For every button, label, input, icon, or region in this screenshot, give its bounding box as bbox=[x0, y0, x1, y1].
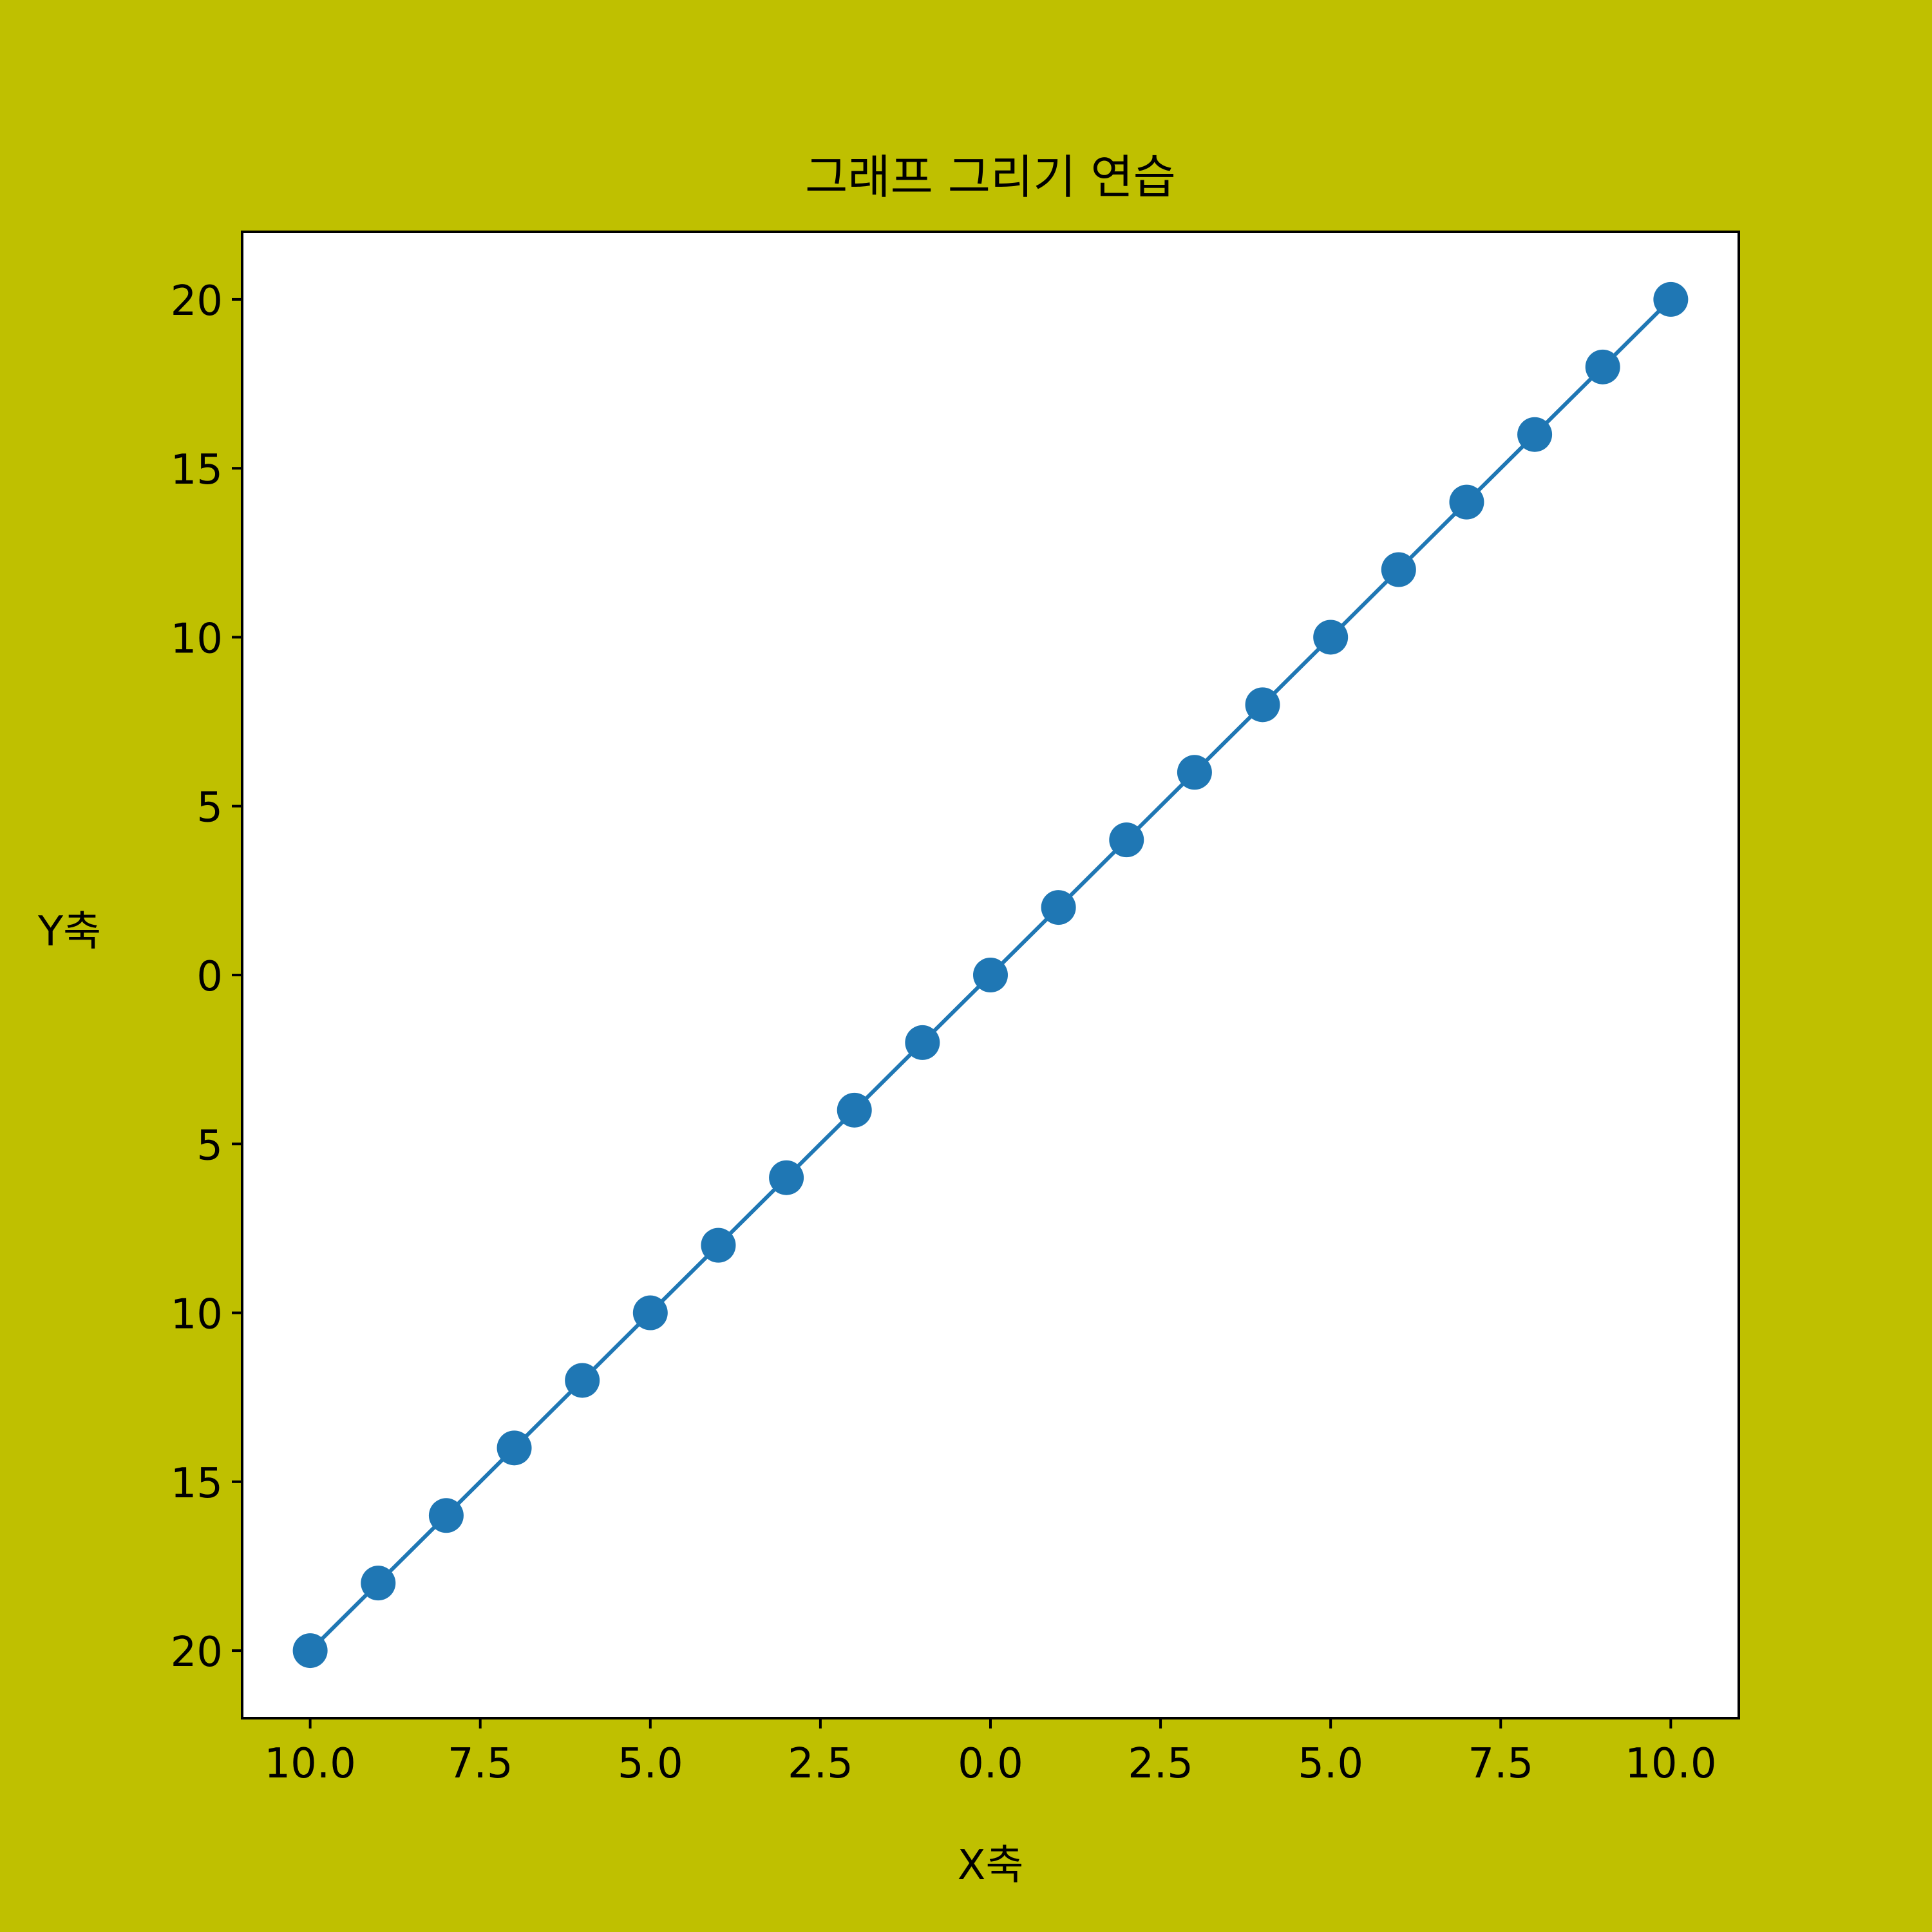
y-tick-label: 20 bbox=[171, 1629, 223, 1676]
data-point bbox=[905, 1025, 940, 1060]
data-point bbox=[632, 1295, 668, 1331]
x-axis-label: X축 bbox=[958, 1842, 1024, 1889]
data-point bbox=[769, 1160, 804, 1195]
x-tick-label: 7.5 bbox=[1468, 1740, 1533, 1788]
y-tick-label: 10 bbox=[171, 615, 223, 663]
x-tick-label: 2.5 bbox=[788, 1740, 853, 1788]
data-point bbox=[1381, 552, 1416, 587]
data-point bbox=[1109, 822, 1144, 858]
x-tick-label: 7.5 bbox=[448, 1740, 513, 1788]
data-point bbox=[565, 1363, 600, 1398]
x-tick-label: 10.0 bbox=[264, 1740, 356, 1788]
y-tick-label: 15 bbox=[171, 446, 223, 494]
data-point bbox=[701, 1227, 736, 1263]
y-tick-label: 5 bbox=[196, 1122, 223, 1170]
data-point bbox=[1245, 687, 1280, 723]
data-point bbox=[361, 1566, 396, 1601]
x-tick-label: 5.0 bbox=[618, 1740, 683, 1788]
x-tick-label: 0.0 bbox=[958, 1740, 1023, 1788]
data-point bbox=[1585, 349, 1620, 384]
data-point bbox=[1517, 417, 1553, 452]
data-point bbox=[1177, 755, 1212, 790]
y-tick-label: 10 bbox=[171, 1291, 223, 1339]
x-tick-label: 2.5 bbox=[1128, 1740, 1193, 1788]
plot-series bbox=[292, 281, 1689, 1669]
data-point bbox=[428, 1498, 464, 1533]
data-point bbox=[973, 958, 1008, 992]
chart-title: 그래프 그리기 연습 bbox=[805, 150, 1176, 204]
x-tick-label: 5.0 bbox=[1298, 1740, 1363, 1788]
y-tick-label: 5 bbox=[196, 784, 223, 832]
y-tick-label: 20 bbox=[171, 278, 223, 325]
y-axis-label: Y축 bbox=[37, 908, 101, 956]
axes-frame bbox=[241, 231, 1740, 1719]
data-point bbox=[292, 1633, 328, 1669]
y-tick-label: 15 bbox=[171, 1460, 223, 1508]
data-point bbox=[1653, 281, 1689, 317]
y-axis-ticks: 20 15 10 5 0 5 10 15 20 bbox=[171, 278, 242, 1676]
data-point bbox=[1041, 890, 1076, 925]
x-tick-label: 10.0 bbox=[1625, 1740, 1717, 1788]
y-tick-label: 0 bbox=[196, 953, 223, 1001]
x-axis-ticks: 10.0 7.5 5.0 2.5 0.0 2.5 5.0 7.5 10.0 bbox=[264, 1718, 1717, 1788]
data-point bbox=[837, 1092, 872, 1128]
data-point bbox=[497, 1430, 532, 1466]
data-point bbox=[1313, 620, 1349, 655]
data-point bbox=[1449, 484, 1484, 520]
